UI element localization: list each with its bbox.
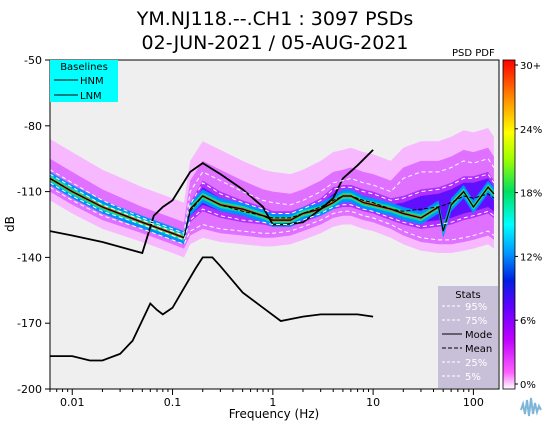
colorbar-tick-label: 24% (520, 125, 542, 136)
series-line-95pct (50, 158, 495, 234)
x-axis-label: Frequency (Hz) (229, 407, 320, 421)
y-tick-label: -50 (24, 54, 42, 67)
colorbar-tick-label: 0% (520, 380, 536, 391)
stat-25-label: 25% (465, 358, 487, 369)
colorbar-ticks: 30+ 24% 18% 12% 6% 0% (515, 61, 542, 391)
plot-frame (49, 59, 500, 390)
y-tick-label: -170 (17, 317, 42, 330)
x-tick-label: 10 (366, 396, 380, 409)
series-line-75pct (50, 173, 495, 237)
stats-legend-title: Stats (455, 290, 481, 301)
psd-density-layer (50, 128, 494, 258)
chart-title: YM.NJ118.--.CH1 : 3097 PSDs (136, 8, 413, 30)
x-tick-label: 0.01 (60, 396, 85, 409)
x-tick-label: 1 (269, 396, 276, 409)
x-tick-label: 0.1 (164, 396, 182, 409)
hnm-legend-label: HNM (80, 76, 104, 87)
series-line-25pct (50, 182, 495, 241)
x-axis-ticks: 0.01 0.1 1 10 100 (49, 389, 484, 409)
series-line-lnm (50, 256, 374, 362)
baselines-legend-title: Baselines (60, 62, 108, 73)
stat-75-label: 75% (465, 316, 487, 327)
stat-mode-label: Mode (465, 330, 492, 341)
stats-legend-box (438, 286, 498, 388)
y-axis-label: dB (3, 216, 17, 232)
y-tick-label: -140 (17, 251, 42, 264)
series-line-5pct (50, 186, 495, 245)
colorbar-tick-label: 12% (520, 252, 542, 263)
y-tick-label: -110 (17, 186, 42, 199)
colorbar (502, 59, 516, 390)
y-axis-ticks: -50 -80 -110 -140 -170 -200 (17, 54, 50, 396)
colorbar-tick-label: 18% (520, 189, 542, 200)
series-lines (50, 149, 495, 362)
series-line-mean (50, 177, 495, 239)
colorbar-tick-label: 6% (520, 316, 536, 327)
y-tick-label: -200 (17, 383, 42, 396)
colorbar-title: PSD PDF (452, 48, 495, 59)
stat-5-label: 5% (465, 372, 481, 383)
lnm-legend-label: LNM (80, 91, 102, 102)
stats-legend: Stats 95% 75% Mode Mean 25% 5% (438, 286, 498, 388)
x-tick-label: 100 (463, 396, 484, 409)
baselines-legend: Baselines HNM LNM (50, 60, 118, 102)
chart-subtitle: 02-JUN-2021 / 05-AUG-2021 (142, 32, 409, 54)
y-tick-label: -80 (24, 120, 42, 133)
stat-95-label: 95% (465, 302, 487, 313)
iris-wave-logo (518, 395, 546, 421)
colorbar-tick-label: 30+ (520, 61, 541, 72)
stat-mean-label: Mean (465, 344, 492, 355)
series-line-hnm (50, 149, 374, 255)
